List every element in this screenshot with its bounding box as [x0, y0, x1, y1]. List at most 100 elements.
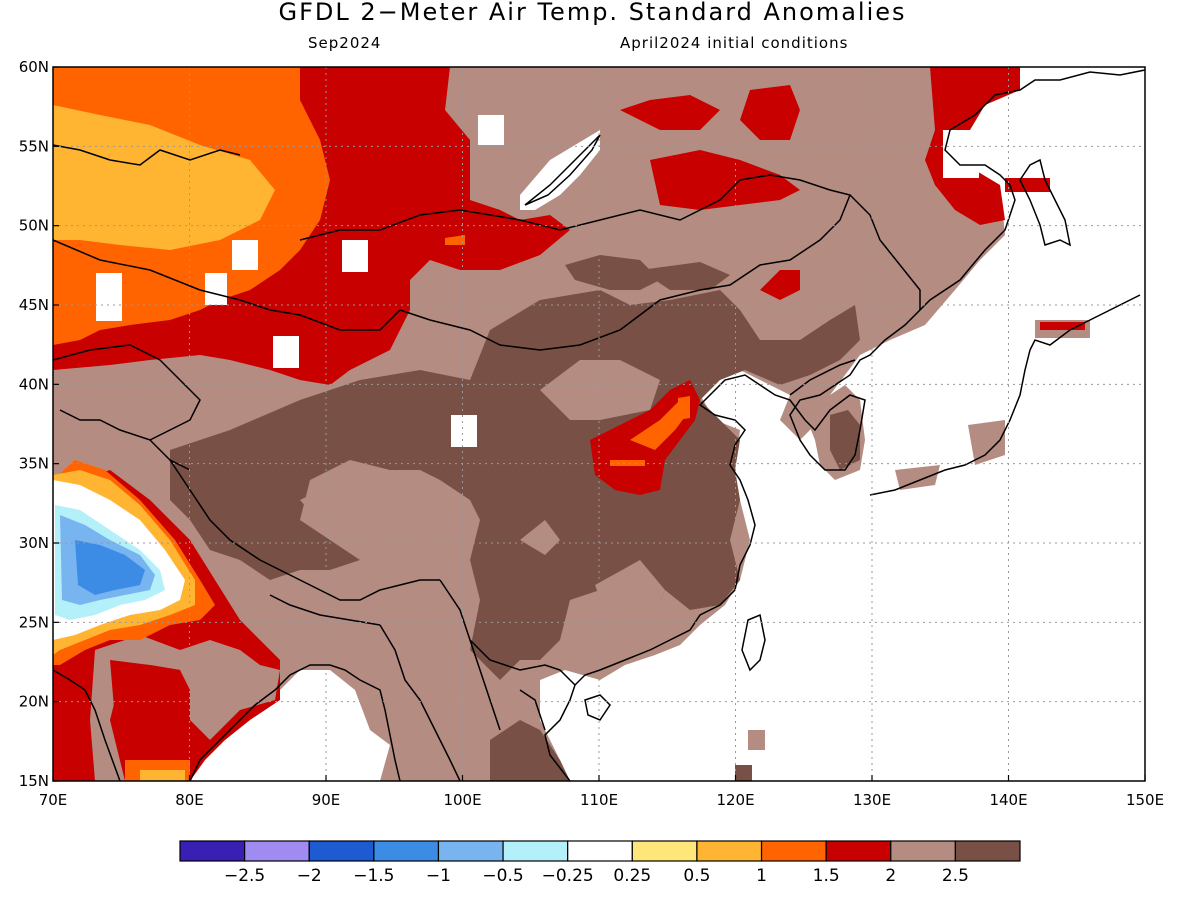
- colorbar-label: −1: [426, 866, 451, 886]
- lake-balkhash: [96, 273, 122, 321]
- tick-label-lon: 80E: [175, 791, 204, 809]
- anomaly-patch-central: [540, 360, 660, 420]
- anomaly-orange-east-china: [630, 400, 690, 450]
- anomaly-red-amur: [740, 85, 800, 140]
- coastline-caspian: [53, 144, 241, 166]
- colorbar-swatch: [179, 840, 246, 862]
- colorbar-label: 2.5: [942, 866, 969, 886]
- colorbar-swatch: [244, 840, 310, 862]
- land-japan-south-patch: [895, 465, 940, 490]
- lake-cell-4: [273, 336, 299, 368]
- colorbar-label: −1.5: [353, 866, 394, 886]
- tick-label-lat: 15N: [19, 772, 49, 790]
- coastline-india: [53, 669, 121, 781]
- tick-label-lat: 55N: [19, 137, 49, 155]
- lake-cell-1: [205, 273, 227, 305]
- colorbar-swatch: [890, 840, 956, 862]
- tick-label-lon: 110E: [580, 791, 618, 809]
- axis-ticks: 70E 80E 90E 100E 110E 120E 130E 140E 150E 60N 55N 5…: [19, 58, 1164, 809]
- anomaly-red-sakhalin: [1005, 178, 1050, 192]
- border-china-south: [439, 579, 576, 686]
- anomaly-red-india-brown: [90, 635, 280, 781]
- colorbar-label: −2.5: [224, 866, 265, 886]
- land-japan-warm-patch: [968, 420, 1005, 465]
- anomaly-red-manchuria: [650, 150, 800, 210]
- anomaly-deepblue-pakistan: [75, 540, 145, 595]
- lake-cell-3: [342, 240, 368, 272]
- colorbar-label: −0.5: [482, 866, 523, 886]
- tick-label-lon: 150E: [1126, 791, 1164, 809]
- tick-label-lat: 40N: [19, 375, 49, 393]
- border-korea: [789, 359, 856, 396]
- lake-qinghai: [451, 415, 477, 447]
- colorbar-label: −0.25: [542, 866, 594, 886]
- tick-label-lat: 30N: [19, 534, 49, 552]
- border-russia-mongolia: [299, 179, 741, 241]
- colorbar-swatch: [760, 840, 827, 862]
- anomaly-red-fareast: [925, 67, 1020, 225]
- colorbar-swatch: [437, 840, 504, 862]
- tick-label-lat: 20N: [19, 693, 49, 711]
- anomaly-orange-henan: [610, 460, 645, 466]
- anomaly-orange-xinjiang: [445, 235, 465, 245]
- anomaly-patch-sichuan: [520, 520, 560, 555]
- tick-label-lat: 45N: [19, 296, 49, 314]
- tick-label-lat: 50N: [19, 217, 49, 235]
- valid-month: Sep2024: [308, 34, 382, 52]
- anomaly-patch-tibet: [300, 480, 470, 575]
- anomaly-patch-south: [595, 560, 665, 625]
- lake-baikal: [520, 130, 600, 210]
- land-taiwan: [742, 615, 765, 670]
- anomaly-yellow-northwest: [53, 105, 275, 250]
- border-kazakhstan: [53, 239, 401, 331]
- anomaly-orange-shandong: [678, 396, 690, 420]
- land-korea-dark: [830, 410, 860, 470]
- tick-label-lon: 120E: [716, 791, 754, 809]
- border-manchuria: [849, 194, 921, 310]
- lake-cell-5: [478, 115, 504, 145]
- coastline-sakhalin: [1019, 158, 1072, 247]
- colorbar-label: 0.5: [683, 866, 710, 886]
- coastline-hainan: [584, 694, 611, 721]
- coastline-indochina: [439, 689, 546, 781]
- anomaly-red-mongolia-east: [760, 270, 800, 300]
- colorbar-swatch: [631, 840, 698, 862]
- tick-label-lon: 90E: [312, 791, 341, 809]
- border-china-mongolia: [399, 174, 852, 351]
- tick-label-lon: 100E: [443, 791, 481, 809]
- anomaly-red-india-core: [110, 660, 205, 760]
- land-luzon-patch: [748, 730, 765, 750]
- coastline-east-asia: [544, 69, 1145, 781]
- land-japan: [870, 340, 1045, 505]
- colorbar-label: −2: [297, 866, 322, 886]
- anomaly-dark-manchuria: [640, 262, 730, 290]
- gridlines: [53, 67, 1145, 781]
- anomaly-dark-mongolia: [565, 255, 660, 290]
- coastlines: [53, 69, 1145, 781]
- tick-label-lat: 60N: [19, 58, 49, 76]
- land-luzon-dark: [735, 765, 752, 781]
- border-himalaya: [169, 459, 440, 601]
- coastline-taiwan: [741, 613, 766, 672]
- tick-label-lon: 70E: [39, 791, 68, 809]
- coastline-bay-of-bengal: [189, 664, 401, 781]
- initial-conditions: April2024 initial conditions: [620, 34, 849, 52]
- lake-baikal-outline: [524, 134, 601, 206]
- border-myanmar: [379, 624, 501, 741]
- colorbar-label: 1: [756, 866, 767, 886]
- colorbar-swatch: [696, 840, 763, 862]
- tick-label-lat: 35N: [19, 455, 49, 473]
- colorbar-swatch: [502, 840, 569, 862]
- colorbar-label: 1.5: [813, 866, 840, 886]
- colorbar-swatch: [308, 840, 375, 862]
- lake-cell-2: [232, 240, 258, 270]
- colorbar-swatch: [373, 840, 440, 862]
- colorbar-swatch: [825, 840, 892, 862]
- tick-label-lon: 140E: [989, 791, 1027, 809]
- colorbar-swatch: [954, 840, 1021, 862]
- colorbar-swatch: [567, 840, 633, 862]
- tick-label-lon: 130E: [853, 791, 891, 809]
- chart-title: GFDL 2−Meter Air Temp. Standard Anomalie…: [278, 0, 907, 26]
- border-india-nepal: [269, 594, 381, 626]
